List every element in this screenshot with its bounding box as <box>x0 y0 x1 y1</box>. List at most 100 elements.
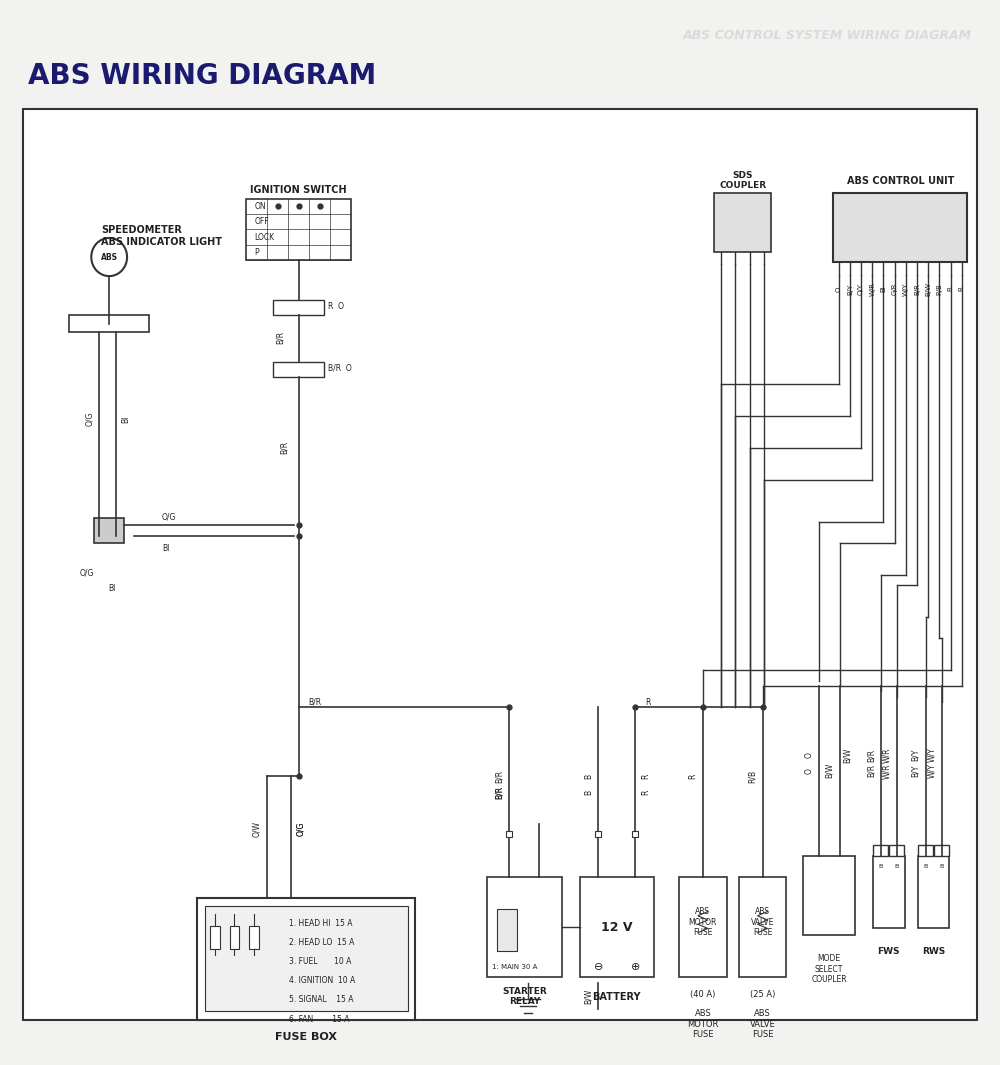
Text: B/R: B/R <box>866 749 875 761</box>
Text: B/R: B/R <box>495 770 504 783</box>
Bar <box>246 199 351 260</box>
Text: Bl: Bl <box>108 584 116 593</box>
Text: 1. HEAD HI  15 A: 1. HEAD HI 15 A <box>289 919 352 929</box>
Text: ABS
MOTOR
FUSE: ABS MOTOR FUSE <box>689 907 717 937</box>
Bar <box>918 845 933 855</box>
Text: ON: ON <box>254 202 266 211</box>
Text: B: B <box>584 789 593 794</box>
Text: B/R: B/R <box>914 283 920 295</box>
Text: 12 V: 12 V <box>601 920 633 934</box>
Text: B: B <box>584 773 593 779</box>
Text: B/Y: B/Y <box>847 283 853 295</box>
Text: R/B: R/B <box>936 283 942 295</box>
Text: O: O <box>804 768 813 774</box>
Text: B: B <box>948 286 954 291</box>
Bar <box>249 925 259 949</box>
Text: P: P <box>254 248 259 257</box>
Bar <box>230 925 239 949</box>
Text: W/R: W/R <box>882 764 891 779</box>
Text: ABS: ABS <box>101 252 118 262</box>
Text: O/G: O/G <box>162 512 176 521</box>
Text: ABS
VALVE
FUSE: ABS VALVE FUSE <box>750 1010 775 1039</box>
Bar <box>497 908 517 951</box>
Text: B/Y: B/Y <box>911 749 920 761</box>
Text: ⊖: ⊖ <box>594 962 603 972</box>
Bar <box>803 855 855 935</box>
Bar <box>679 876 727 978</box>
Bar <box>69 315 149 332</box>
Bar <box>739 876 786 978</box>
Text: B: B <box>939 864 944 869</box>
Text: W/Y: W/Y <box>927 764 936 779</box>
Text: Bl: Bl <box>880 285 886 292</box>
Text: B/R: B/R <box>309 698 322 706</box>
Text: B/W: B/W <box>584 989 593 1004</box>
Text: B/R: B/R <box>866 765 875 777</box>
Bar <box>487 876 562 978</box>
Text: ABS WIRING DIAGRAM: ABS WIRING DIAGRAM <box>28 62 376 91</box>
Bar <box>580 876 654 978</box>
Text: B/W: B/W <box>925 282 931 296</box>
Text: 2. HEAD LO  15 A: 2. HEAD LO 15 A <box>289 938 354 947</box>
Circle shape <box>91 237 127 276</box>
Text: R: R <box>645 698 651 706</box>
Text: OFF: OFF <box>254 217 269 227</box>
Bar <box>197 898 415 1020</box>
Text: LOCK: LOCK <box>254 232 274 242</box>
Bar <box>273 362 324 377</box>
Text: 5. SIGNAL    15 A: 5. SIGNAL 15 A <box>289 996 353 1004</box>
Text: R  O: R O <box>328 302 344 311</box>
Text: O/G: O/G <box>296 822 305 836</box>
Bar <box>210 925 220 949</box>
Bar <box>205 906 408 1012</box>
Bar <box>873 845 888 855</box>
Bar <box>934 845 949 855</box>
Text: O/W: O/W <box>252 821 261 837</box>
Text: O/G: O/G <box>296 822 305 836</box>
Text: B/R: B/R <box>495 786 504 799</box>
Text: B/R: B/R <box>276 331 285 344</box>
Text: W/R: W/R <box>869 282 875 296</box>
Text: SDS
COUPLER: SDS COUPLER <box>719 171 766 191</box>
Text: B/R  O: B/R O <box>328 364 352 373</box>
Text: B/W: B/W <box>843 748 852 763</box>
Text: FWS: FWS <box>878 947 900 955</box>
Bar <box>94 518 124 543</box>
Text: ABS
VALVE
FUSE: ABS VALVE FUSE <box>751 907 774 937</box>
Text: B: B <box>879 864 883 869</box>
Bar <box>833 194 967 262</box>
Text: B: B <box>959 286 965 291</box>
Bar <box>714 194 771 251</box>
Text: R/B: R/B <box>748 770 757 783</box>
Text: W/Y: W/Y <box>927 748 936 763</box>
Text: SPEEDOMETER
ABS INDICATOR LIGHT: SPEEDOMETER ABS INDICATOR LIGHT <box>101 226 222 247</box>
Text: O: O <box>836 286 842 292</box>
Text: BATTERY: BATTERY <box>593 992 641 1001</box>
Text: R: R <box>641 773 650 779</box>
Text: 3. FUEL       10 A: 3. FUEL 10 A <box>289 957 351 966</box>
Bar <box>23 109 977 1020</box>
Bar <box>273 300 324 315</box>
Text: R: R <box>688 773 697 779</box>
Text: W/R: W/R <box>882 748 891 763</box>
Text: B/R: B/R <box>280 441 289 455</box>
Text: ABS CONTROL SYSTEM WIRING DIAGRAM: ABS CONTROL SYSTEM WIRING DIAGRAM <box>683 29 972 43</box>
Text: ABS
MOTOR
FUSE: ABS MOTOR FUSE <box>687 1010 719 1039</box>
Bar <box>889 845 904 855</box>
Text: G/R: G/R <box>892 282 898 295</box>
Text: W/Y: W/Y <box>903 282 909 296</box>
Bar <box>873 855 905 928</box>
Text: MODE
SELECT
COUPLER: MODE SELECT COUPLER <box>811 954 847 984</box>
Text: Bl: Bl <box>122 415 131 423</box>
Text: B/R: B/R <box>495 786 504 799</box>
Text: ABS CONTROL UNIT: ABS CONTROL UNIT <box>847 176 954 185</box>
Text: 1: MAIN 30 A: 1: MAIN 30 A <box>492 964 537 970</box>
Text: 4. IGNITION  10 A: 4. IGNITION 10 A <box>289 977 355 985</box>
Text: B: B <box>923 864 928 869</box>
Text: ⊕: ⊕ <box>631 962 640 972</box>
Text: Bl: Bl <box>162 544 169 553</box>
Text: O/Y: O/Y <box>858 283 864 295</box>
Text: O/G: O/G <box>85 412 94 426</box>
Text: (25 A): (25 A) <box>750 990 775 999</box>
Text: (40 A): (40 A) <box>690 990 716 999</box>
